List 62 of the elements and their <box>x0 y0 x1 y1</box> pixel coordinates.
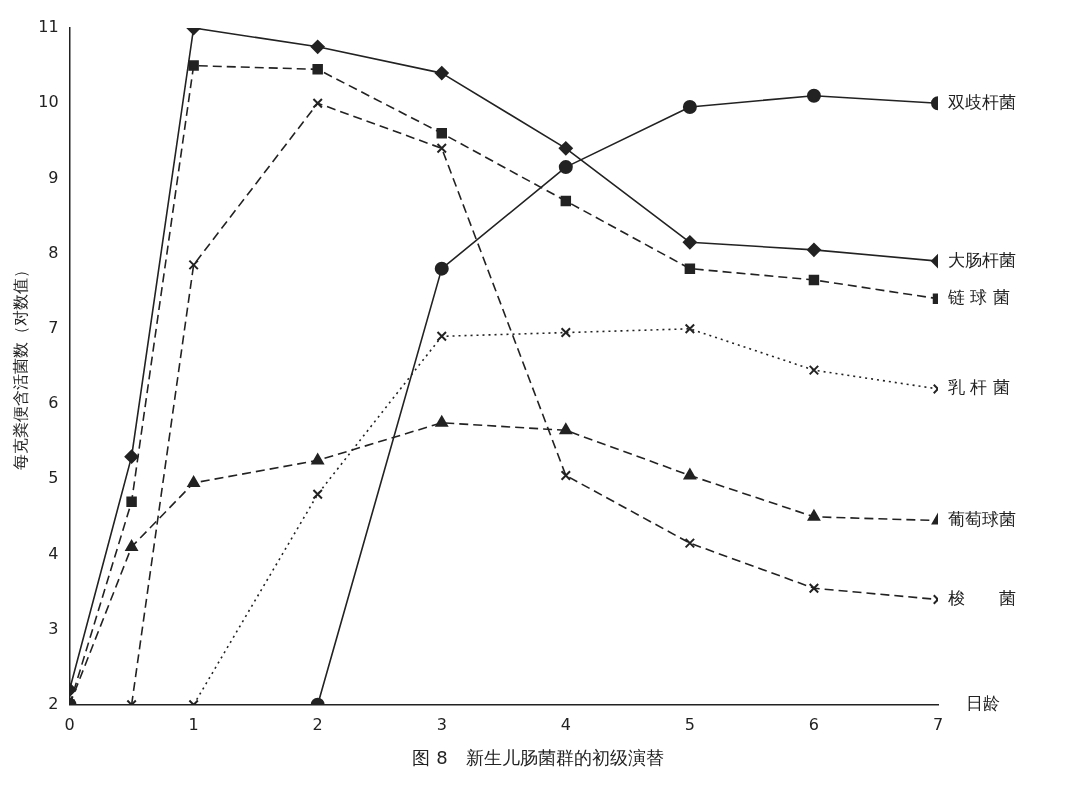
point <box>806 242 821 257</box>
y-tick-label: 9 <box>48 167 59 187</box>
point <box>682 235 697 250</box>
y-axis-title: 每克粪便含活菌数（对数值） <box>10 262 30 471</box>
point <box>435 415 448 427</box>
x-tick-label: 2 <box>312 714 323 734</box>
point <box>434 66 449 81</box>
y-tick-label: 10 <box>38 92 59 112</box>
point <box>684 263 696 274</box>
point <box>558 160 573 175</box>
y-tick-label: 4 <box>48 543 59 563</box>
series-label: 大肠杆菌 <box>948 249 1016 270</box>
y-tick-label: 7 <box>48 317 59 337</box>
point <box>684 537 696 549</box>
x-tick-label: 3 <box>436 714 447 734</box>
point <box>684 323 696 335</box>
point <box>125 539 138 551</box>
x-tick-label: 4 <box>560 714 571 734</box>
series-label: 双歧杆菌 <box>948 91 1016 112</box>
point <box>126 496 137 507</box>
point <box>808 364 820 376</box>
point <box>187 475 200 487</box>
x-axis-title: 日龄 <box>966 693 1000 714</box>
point <box>560 327 572 338</box>
x-tick-label: 6 <box>808 714 820 734</box>
y-tick-label: 2 <box>48 693 59 713</box>
x-tick-label: 5 <box>684 714 695 734</box>
point <box>558 141 573 156</box>
y-tick-label: 5 <box>48 468 59 488</box>
text: 图 8 新生儿肠菌群的初级演替 <box>411 746 665 770</box>
series-label: 乳 杆 菌 <box>948 377 1010 398</box>
point <box>559 423 573 435</box>
point <box>436 331 447 342</box>
series-label: 梭 菌 <box>948 587 1016 608</box>
point <box>682 99 697 114</box>
series-label: 葡萄球菌 <box>948 508 1016 529</box>
x-tick-label: 1 <box>188 714 199 734</box>
point <box>312 64 323 75</box>
x-tick-label: 0 <box>64 714 75 734</box>
point <box>808 274 820 286</box>
point <box>124 449 139 464</box>
point <box>436 128 447 139</box>
point <box>807 509 821 521</box>
series-label: 链 球 菌 <box>947 287 1010 308</box>
point <box>560 195 572 207</box>
point <box>188 259 199 271</box>
y-tick-label: 8 <box>48 242 59 262</box>
point <box>312 97 323 109</box>
point <box>312 489 323 500</box>
point <box>310 39 325 54</box>
point <box>434 261 449 276</box>
y-tick-label: 6 <box>48 393 59 413</box>
x-tick-label: 7 <box>932 714 944 734</box>
point <box>806 88 821 103</box>
point <box>683 468 697 480</box>
point <box>311 453 324 465</box>
point <box>808 583 820 594</box>
point <box>560 470 572 481</box>
y-tick-label: 11 <box>38 17 59 37</box>
point <box>436 143 447 154</box>
point <box>188 60 199 71</box>
y-tick-label: 3 <box>48 618 59 638</box>
